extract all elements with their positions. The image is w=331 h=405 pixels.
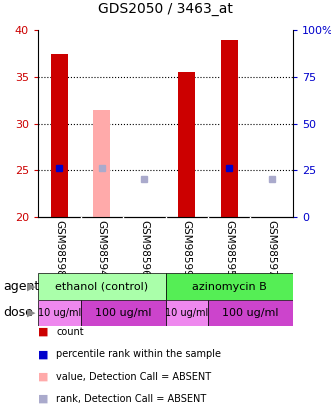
Text: percentile rank within the sample: percentile rank within the sample (56, 350, 221, 359)
Bar (221, 40, 238, 217)
Text: GSM98599: GSM98599 (182, 220, 192, 276)
Text: rank, Detection Call = ABSENT: rank, Detection Call = ABSENT (56, 394, 207, 404)
Bar (178, 72, 195, 217)
Text: ■: ■ (38, 394, 49, 404)
Text: GSM98598: GSM98598 (54, 220, 64, 276)
Bar (38, 300, 80, 326)
Text: agent: agent (3, 280, 40, 293)
Text: 100 ug/ml: 100 ug/ml (222, 308, 279, 318)
Text: ■: ■ (38, 350, 49, 359)
Bar (166, 300, 208, 326)
Bar (38, 273, 166, 300)
Text: 10 ug/ml: 10 ug/ml (38, 308, 81, 318)
Text: ▶: ▶ (27, 281, 36, 292)
Bar (166, 273, 293, 300)
Text: ethanol (control): ethanol (control) (55, 281, 148, 292)
Bar (93, 110, 110, 217)
Text: ■: ■ (38, 372, 49, 382)
Text: GSM98594: GSM98594 (97, 220, 107, 276)
Text: GSM98596: GSM98596 (139, 220, 149, 276)
Bar (80, 300, 166, 326)
Text: value, Detection Call = ABSENT: value, Detection Call = ABSENT (56, 372, 212, 382)
Text: GSM98595: GSM98595 (224, 220, 234, 276)
Text: GSM98597: GSM98597 (267, 220, 277, 276)
Text: azinomycin B: azinomycin B (192, 281, 266, 292)
Text: 100 ug/ml: 100 ug/ml (95, 308, 151, 318)
Text: 10 ug/ml: 10 ug/ml (165, 308, 208, 318)
Text: GDS2050 / 3463_at: GDS2050 / 3463_at (98, 2, 233, 16)
Text: count: count (56, 327, 84, 337)
Text: dose: dose (3, 306, 33, 320)
Bar (208, 300, 293, 326)
Text: ▶: ▶ (27, 308, 36, 318)
Bar (51, 54, 68, 217)
Text: ■: ■ (38, 327, 49, 337)
